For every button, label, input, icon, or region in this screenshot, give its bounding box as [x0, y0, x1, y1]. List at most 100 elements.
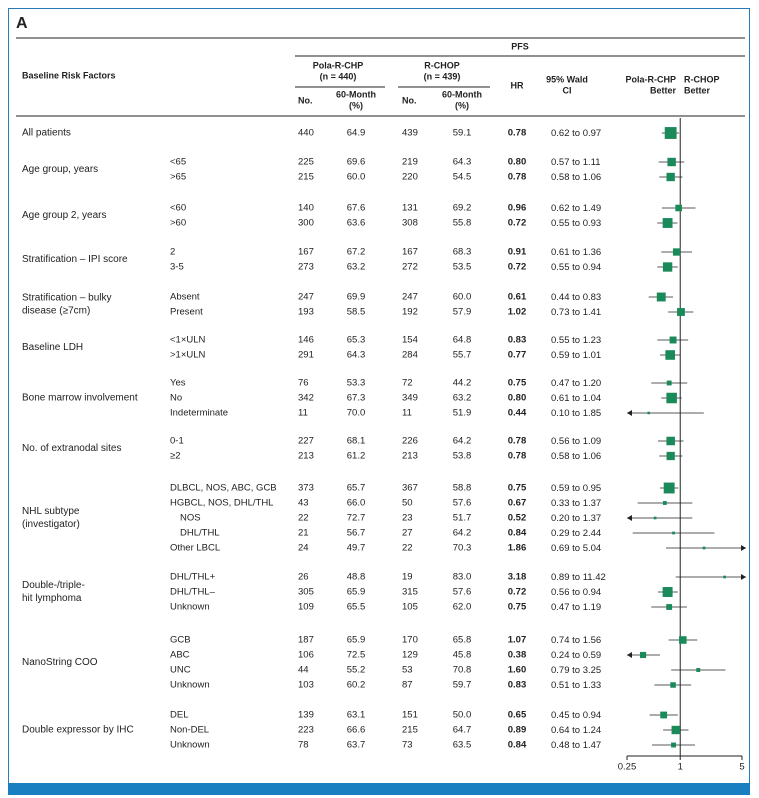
- cell: 60.0: [453, 292, 472, 303]
- hr-marker: [671, 742, 676, 748]
- cell: 49.7: [347, 543, 366, 554]
- cell: 67.6: [347, 203, 366, 214]
- cell: 65.5: [347, 602, 366, 613]
- subgroup-label: Unknown: [170, 740, 210, 751]
- ci-high: 0.95: [583, 483, 602, 494]
- ci-label: 0.58 to 1.06: [551, 172, 601, 183]
- ci-label: 0.55 to 1.23: [551, 335, 601, 346]
- ci-high: 2.44: [583, 528, 602, 539]
- hr-marker: [666, 172, 675, 182]
- group-label: (investigator): [22, 519, 80, 530]
- hr-label: 0.83: [508, 335, 527, 346]
- ci-low: 0.89: [551, 572, 570, 583]
- cell: 170: [402, 635, 418, 646]
- ci-low: 0.33: [551, 498, 570, 509]
- subgroup-label: No: [170, 393, 182, 404]
- ci-label: 0.48 to 1.47: [551, 740, 601, 751]
- tick-label: 5: [739, 762, 744, 773]
- ci-low: 0.59: [551, 350, 570, 361]
- ci-arrow: [741, 574, 746, 580]
- hr-label: 0.44: [508, 408, 527, 419]
- hr-marker: [662, 218, 673, 228]
- cell: 69.6: [347, 157, 366, 168]
- header: 95% Wald: [546, 74, 588, 84]
- cell: 55.7: [453, 350, 472, 361]
- subgroup-label: GCB: [170, 635, 191, 646]
- cell: 54.5: [453, 172, 472, 183]
- hr-label: 1.60: [508, 665, 527, 676]
- header: Pola-R-CHP: [313, 60, 364, 70]
- subgroup-label: Indeterminate: [170, 408, 228, 419]
- cell: 23: [402, 513, 413, 524]
- ci-low: 0.10: [551, 408, 570, 419]
- hr-marker: [671, 725, 680, 735]
- subgroup-label: Absent: [170, 292, 200, 303]
- ci-high: 1.11: [583, 157, 601, 168]
- ci-joiner: to: [572, 350, 580, 361]
- cell: 55.8: [453, 218, 472, 229]
- ci-label: 0.33 to 1.37: [551, 498, 601, 509]
- cell: 48.8: [347, 572, 366, 583]
- ci-label: 0.47 to 1.19: [551, 602, 601, 613]
- hr-marker: [640, 651, 647, 659]
- ci-low: 0.56: [551, 587, 570, 598]
- ci-joiner: to: [572, 680, 580, 691]
- ci-low: 0.47: [551, 378, 570, 389]
- cell: 146: [298, 335, 314, 346]
- hr-label: 0.78: [508, 436, 527, 447]
- ci-label: 0.24 to 0.59: [551, 650, 601, 661]
- hr-marker: [666, 451, 675, 461]
- ci-joiner: to: [572, 247, 580, 258]
- subgroup-label: 0-1: [170, 436, 184, 447]
- group-label: Age group, years: [22, 164, 98, 175]
- cell: 284: [402, 350, 418, 361]
- ci-joiner: to: [572, 543, 580, 554]
- header: (%): [455, 100, 469, 110]
- cell: 66.0: [347, 498, 366, 509]
- cell: 55.2: [347, 665, 366, 676]
- group-label: NanoString COO: [22, 657, 98, 668]
- ci-joiner: to: [572, 335, 580, 346]
- cell: 192: [402, 307, 418, 318]
- hr-label: 0.38: [508, 650, 527, 661]
- cell: 63.2: [453, 393, 472, 404]
- subgroup-label: DLBCL, NOS, ABC, GCB: [170, 483, 277, 494]
- cell: 193: [298, 307, 314, 318]
- hr-marker: [667, 157, 676, 167]
- ci-label: 0.20 to 1.37: [551, 513, 601, 524]
- ci-label: 0.74 to 1.56: [551, 635, 601, 646]
- header: (n = 440): [320, 71, 357, 81]
- cell: 21: [298, 528, 309, 539]
- cell: 65.7: [347, 483, 366, 494]
- ci-high: 1.20: [583, 378, 602, 389]
- cell: 68.1: [347, 436, 366, 447]
- hr-label: 0.72: [508, 262, 527, 273]
- bottom-bar: [8, 783, 750, 795]
- cell: 60.0: [347, 172, 366, 183]
- ci-label: 0.57 to 1.11: [551, 157, 601, 168]
- hr-marker: [666, 380, 672, 386]
- ci-high: 1.04: [583, 393, 602, 404]
- ci-joiner: to: [572, 218, 580, 229]
- ci-arrow: [627, 652, 632, 658]
- cell: 50.0: [453, 710, 472, 721]
- header: (%): [349, 100, 363, 110]
- ci-joiner: to: [572, 528, 580, 539]
- subgroup-label: <60: [170, 203, 186, 214]
- ci-high: 11.42: [583, 572, 606, 583]
- hr-label: 0.80: [508, 393, 527, 404]
- ci-low: 0.61: [551, 393, 570, 404]
- ci-label: 0.55 to 0.93: [551, 218, 601, 229]
- cell: 247: [402, 292, 418, 303]
- cell: 213: [298, 451, 314, 462]
- cell: 65.9: [347, 635, 366, 646]
- cell: 103: [298, 680, 314, 691]
- ci-low: 0.47: [551, 602, 570, 613]
- header: R-CHOP: [684, 74, 720, 84]
- cell: 64.3: [453, 157, 472, 168]
- cell: 64.7: [453, 725, 472, 736]
- cell: 63.1: [347, 710, 366, 721]
- ci-low: 0.20: [551, 513, 570, 524]
- cell: 63.7: [347, 740, 366, 751]
- hr-marker: [660, 711, 668, 719]
